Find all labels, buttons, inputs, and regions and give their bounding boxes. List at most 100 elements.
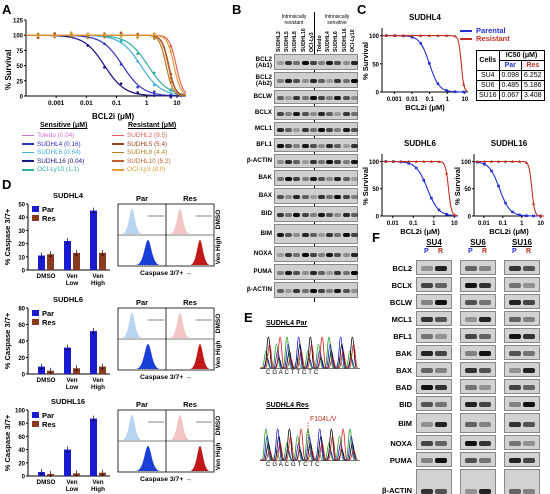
blot-band [293,271,301,275]
blot-band [301,160,309,164]
point-parental [490,169,493,173]
legend-label: Par [42,205,54,214]
flow-peak [136,344,160,369]
x-label: BCL2i (μM) [489,227,529,236]
trace [260,336,358,369]
category-label: Low [66,384,79,391]
blot-strip [274,90,358,104]
panel-label-e: E [244,310,253,325]
legend-swatch [22,168,34,171]
legend-swatch [22,143,34,145]
blot-band [421,351,433,356]
legend-item: Resistant [460,34,510,43]
blot-strip [504,260,540,275]
ic50-cell: SU16 [476,90,500,101]
group-label: SU6 [470,238,486,247]
ic50-table: Cells IC50 (μM) Par Res SU4 0.098 6.252 SU… [476,50,545,101]
ic50-cell: SU6 [476,80,500,91]
blot-band [435,300,447,305]
ytick-label: 20 [18,461,25,467]
blot-band [350,61,358,65]
blot-band [465,368,477,373]
blot-band [479,441,491,446]
blot-band [465,421,477,427]
blot-band [465,385,477,390]
data-point [101,473,104,476]
blot-strip [274,206,358,222]
blot-band [326,195,334,199]
point-resistant [407,159,411,163]
group-intrinsically-sensitive: Intrinsically sensitive [324,14,350,26]
plot-title: SUDHL4 [409,13,442,22]
flow-res-label: Res [183,400,197,409]
ytick-label: 100 [369,34,380,40]
blot-band [293,213,301,217]
blot-band [523,317,535,322]
category-label: DMSO [37,273,56,280]
blot-band [350,144,358,148]
blot-band [421,402,433,407]
legend-swatch [112,143,124,145]
lane-label: SUDHL5 [284,31,291,52]
blot-band [285,213,293,217]
legend-label: SUDHL2 (9.5) [127,132,168,139]
legend-label: OCI-Ly3 (8.0) [127,166,166,174]
point-sensitive [119,63,123,66]
point-resistant [103,33,106,37]
blot-band [342,61,350,65]
blot-row-label: BID [261,210,272,217]
ytick-label: 100 [15,409,26,415]
bar-par [38,255,45,270]
category-label: Ven [66,377,77,384]
lane-label-p: P [512,248,517,255]
blot-strip [504,311,540,326]
blot-band [465,300,477,305]
blot-band [334,213,342,217]
blot-band [326,271,334,275]
ytick-label: 50 [372,187,379,193]
blot-row-label: BFL1 [256,141,272,148]
blot-band [523,300,535,305]
blot-band [277,79,284,83]
blot-strip [416,362,452,377]
xtick-label: 0.001 [387,97,403,103]
blot-band [309,213,317,217]
blot-row-label: BCLX [254,109,272,116]
point-resistant [36,36,40,39]
blot-band [435,351,447,356]
legend-label: Resistant [476,34,510,43]
curve-parental [473,161,544,217]
blot-band [318,160,325,164]
blot-band [293,79,301,83]
blot-strip [274,170,358,186]
point-sensitive [152,90,156,93]
blot-band [309,79,317,83]
panel-a-ytick-label: 0 [20,95,24,101]
point-sensitive [119,39,123,42]
blot-band [293,289,301,293]
blot-strip [504,435,540,450]
blot-band [435,283,447,288]
blot-band [277,271,284,275]
blot-band [350,112,358,116]
point-resistant [419,34,423,37]
flow-peak [170,209,190,234]
blot-band [293,112,301,116]
lane-label-p: P [468,248,473,255]
plot-title: SUDHL16 [491,139,528,148]
blot-band [334,96,342,100]
blot-band [342,271,350,275]
blot-strip [416,294,452,309]
group-label: SU16 [511,238,532,247]
blot-band [350,233,358,237]
blot-band [421,488,433,494]
flow-peak [170,313,190,338]
point-resistant [410,34,414,37]
blot-band [293,61,301,65]
blot-band [350,213,358,217]
point-resistant [86,32,90,36]
blot-band [326,128,334,132]
point-resistant [531,202,536,205]
blot-band [285,271,293,275]
